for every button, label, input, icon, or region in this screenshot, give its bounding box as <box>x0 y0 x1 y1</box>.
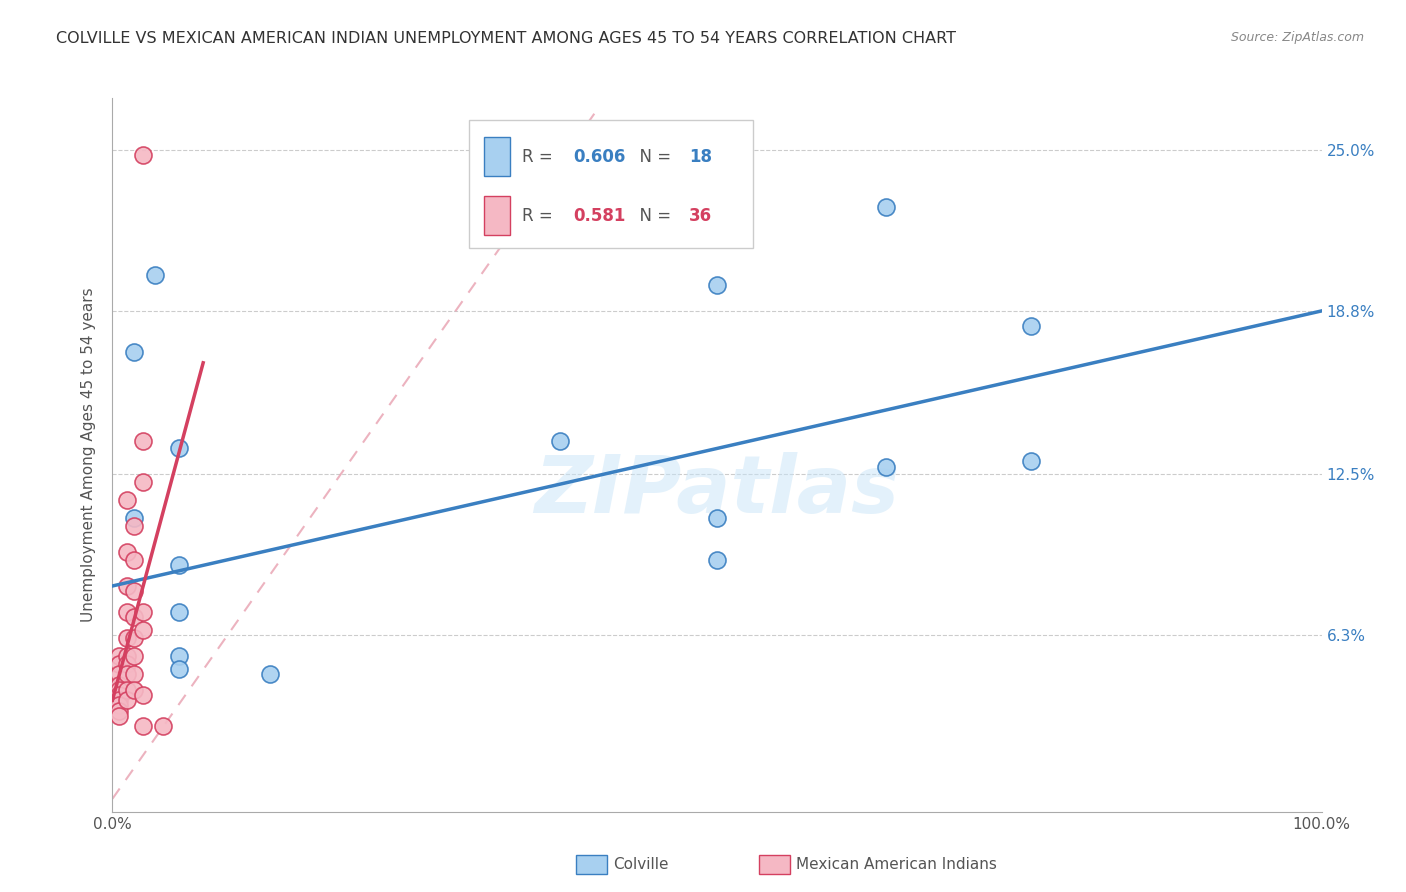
Point <box>706 511 728 525</box>
Point <box>132 475 155 490</box>
Text: 18: 18 <box>689 148 713 166</box>
Point <box>115 545 138 559</box>
Point <box>115 682 138 697</box>
Point <box>107 693 129 707</box>
Point <box>132 148 155 162</box>
Point <box>132 623 155 637</box>
Point <box>167 662 190 676</box>
Text: ZIPatlas: ZIPatlas <box>534 451 900 530</box>
Point <box>122 519 145 533</box>
Point <box>122 610 145 624</box>
Point <box>115 648 138 663</box>
Point <box>152 719 174 733</box>
Y-axis label: Unemployment Among Ages 45 to 54 years: Unemployment Among Ages 45 to 54 years <box>80 287 96 623</box>
Point <box>875 200 897 214</box>
Point <box>132 434 155 448</box>
Text: 0.581: 0.581 <box>574 207 626 225</box>
Point <box>167 605 190 619</box>
Text: Source: ZipAtlas.com: Source: ZipAtlas.com <box>1230 31 1364 45</box>
FancyBboxPatch shape <box>470 120 754 248</box>
Point <box>115 605 138 619</box>
Point <box>122 682 145 697</box>
Point <box>167 558 190 573</box>
Point <box>1021 319 1043 334</box>
Bar <box>484 137 510 177</box>
Point <box>132 605 155 619</box>
Text: N =: N = <box>628 207 676 225</box>
Text: Mexican American Indians: Mexican American Indians <box>796 857 997 871</box>
Point <box>115 657 138 671</box>
Point <box>548 434 571 448</box>
Point <box>115 693 138 707</box>
Point <box>706 553 728 567</box>
Point <box>107 657 129 671</box>
Point <box>122 648 145 663</box>
Point <box>167 648 190 663</box>
Point <box>706 277 728 292</box>
Point <box>122 511 145 525</box>
Text: 36: 36 <box>689 207 713 225</box>
Point <box>143 268 166 282</box>
Point <box>167 442 190 456</box>
Point <box>122 631 145 645</box>
Point <box>122 553 145 567</box>
Point <box>107 682 129 697</box>
Point <box>107 688 129 702</box>
Point <box>122 584 145 599</box>
Point <box>115 579 138 593</box>
Point <box>132 719 155 733</box>
Point <box>122 667 145 681</box>
Point <box>1021 454 1043 468</box>
Text: COLVILLE VS MEXICAN AMERICAN INDIAN UNEMPLOYMENT AMONG AGES 45 TO 54 YEARS CORRE: COLVILLE VS MEXICAN AMERICAN INDIAN UNEM… <box>56 31 956 46</box>
Point <box>107 648 129 663</box>
Bar <box>484 196 510 235</box>
Text: 0.606: 0.606 <box>574 148 626 166</box>
Point <box>548 226 571 240</box>
Point <box>132 688 155 702</box>
Point <box>107 698 129 713</box>
Point <box>115 667 138 681</box>
Point <box>107 708 129 723</box>
Point <box>875 459 897 474</box>
Point <box>107 667 129 681</box>
Point <box>122 345 145 359</box>
Point <box>115 493 138 508</box>
Text: N =: N = <box>628 148 676 166</box>
Point <box>107 704 129 718</box>
Text: R =: R = <box>523 207 558 225</box>
Point <box>259 667 281 681</box>
Point <box>115 631 138 645</box>
Point <box>107 677 129 691</box>
Text: R =: R = <box>523 148 558 166</box>
Text: Colville: Colville <box>613 857 668 871</box>
